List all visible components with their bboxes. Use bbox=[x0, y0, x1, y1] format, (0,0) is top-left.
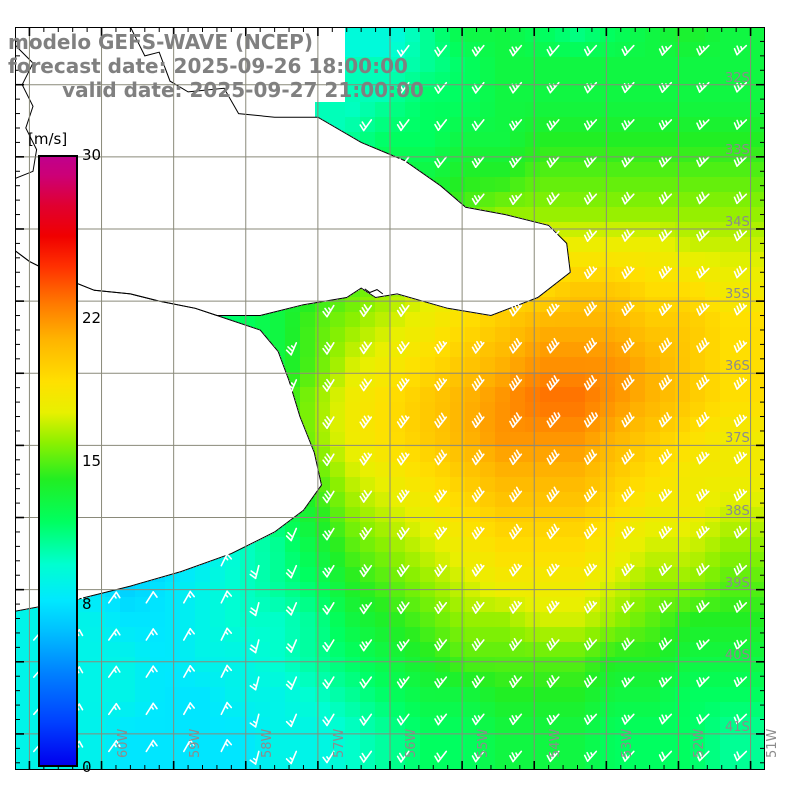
wind-barb-overlay bbox=[33, 44, 748, 765]
longitude-tick-label: 54W bbox=[548, 728, 564, 758]
colorbar bbox=[38, 155, 78, 767]
top-tick-rail bbox=[15, 27, 752, 36]
latitude-tick-label: 32S bbox=[725, 70, 750, 86]
latitude-tick-label: 37S bbox=[725, 431, 750, 447]
colorbar-tick-label: 8 bbox=[82, 594, 92, 613]
longitude-tick-label: 51W bbox=[764, 728, 780, 758]
colorbar-units-label: [m/s] bbox=[28, 130, 68, 148]
colorbar-tick-label: 22 bbox=[82, 309, 102, 328]
colorbar-tick-label: 15 bbox=[82, 452, 102, 470]
latitude-tick-label: 38S bbox=[725, 503, 750, 519]
longitude-tick-label: 57W bbox=[331, 728, 347, 758]
longitude-tick-label: 52W bbox=[692, 728, 708, 758]
longitude-tick-label: 55W bbox=[476, 728, 492, 758]
colorbar-tick-label: 30 bbox=[82, 146, 102, 164]
latitude-tick-label: 39S bbox=[725, 575, 750, 591]
graticule-grid bbox=[15, 27, 765, 770]
longitude-tick-label: 58W bbox=[259, 728, 275, 758]
latitude-tick-label: 33S bbox=[725, 142, 750, 158]
longitude-tick-label: 60W bbox=[115, 728, 131, 758]
bottom-tick-rail bbox=[15, 761, 752, 770]
colorbar-gradient bbox=[38, 155, 78, 767]
latitude-tick-label: 34S bbox=[725, 214, 750, 230]
latitude-tick-label: 36S bbox=[725, 359, 750, 375]
right-tick-rail bbox=[756, 27, 765, 764]
latitude-tick-label: 41S bbox=[725, 719, 750, 735]
colorbar-tick-label: 0 bbox=[82, 758, 92, 776]
coastline-overlay bbox=[15, 27, 571, 612]
longitude-tick-label: 59W bbox=[187, 728, 203, 758]
left-tick-rail bbox=[15, 27, 24, 764]
longitude-tick-label: 53W bbox=[620, 728, 636, 758]
map-plot-area bbox=[15, 27, 765, 770]
latitude-tick-label: 40S bbox=[725, 647, 750, 663]
latitude-tick-label: 35S bbox=[725, 287, 750, 303]
longitude-tick-label: 56W bbox=[404, 728, 419, 758]
